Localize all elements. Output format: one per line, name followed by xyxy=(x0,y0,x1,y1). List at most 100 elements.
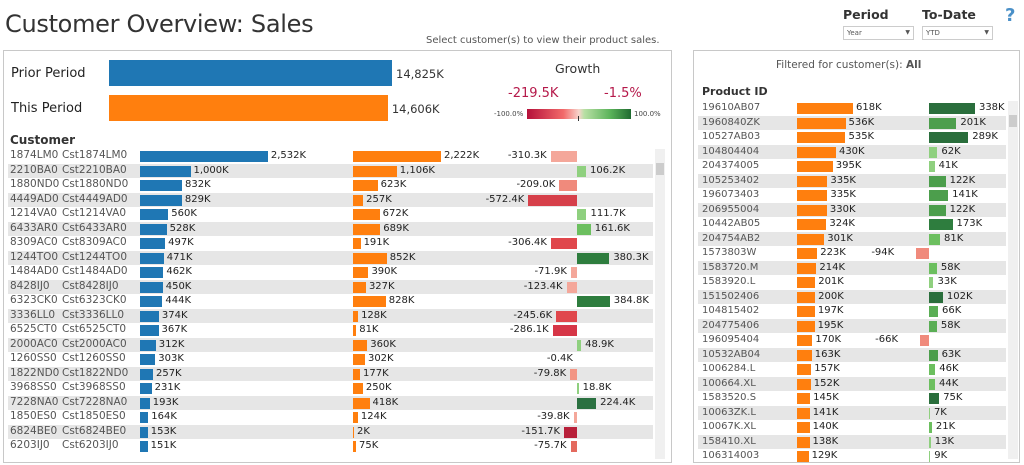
prior-value: 193K xyxy=(152,396,179,408)
current-value: 672K xyxy=(382,208,409,219)
product-row[interactable]: 1583520.S 145K 75K xyxy=(0,391,1006,406)
growth-value: 41K xyxy=(938,160,958,171)
customer-row[interactable]: 7228NA0 Cst7228NA0 193K 418K 224.4K xyxy=(0,396,652,411)
customer-row[interactable]: 1484AD0 Cst1484AD0 462K 390K -71.9K xyxy=(0,265,652,280)
growth-bar xyxy=(929,320,937,332)
customer-row[interactable]: 1214VA0 Cst1214VA0 560K 672K 111.7K xyxy=(0,207,652,222)
product-row[interactable]: 206955004 330K 122K xyxy=(0,203,1006,218)
prior-value: 312K xyxy=(158,338,185,350)
sales-value: 223K xyxy=(820,247,846,258)
customer-row[interactable]: 8428IJ0 Cst8428IJ0 450K 327K -123.4K xyxy=(0,280,652,295)
prior-bar xyxy=(140,223,167,235)
sales-bar xyxy=(797,161,833,172)
growth-value: 384.8K xyxy=(613,295,649,306)
product-row[interactable]: 10067K.XL 140K 21K xyxy=(0,420,1006,435)
customer-row[interactable]: 1244TO0 Cst1244TO0 471K 852K 380.3K xyxy=(0,251,652,266)
product-id: 158410.XL xyxy=(702,435,756,447)
product-row[interactable]: 10532AB04 163K 63K xyxy=(0,348,1006,363)
product-row[interactable]: 204775406 195K 58K xyxy=(0,319,1006,334)
product-row[interactable]: 1960840ZK 536K 201K xyxy=(0,116,1006,131)
growth-absolute: -219.5K xyxy=(508,86,559,101)
growth-bar xyxy=(929,277,934,288)
product-id: 204374005 xyxy=(702,160,760,171)
customer-row[interactable]: 3968SS0 Cst3968SS0 231K 250K 18.8K xyxy=(0,381,652,396)
growth-value: 9K xyxy=(934,450,948,461)
customer-row[interactable]: 6203IJ0 Cst6203IJ0 151K 75K -75.7K xyxy=(0,439,652,454)
customer-row[interactable]: 1260SS0 Cst1260SS0 303K 302K -0.4K xyxy=(0,352,652,367)
prior-value: 1,000K xyxy=(193,164,229,176)
growth-value: 122K xyxy=(949,203,976,215)
current-bar xyxy=(353,252,387,264)
growth-value: 18.8K xyxy=(582,382,612,393)
customer-name: Cst1880ND0 xyxy=(62,178,129,190)
current-value: 360K xyxy=(370,338,396,350)
customer-row[interactable]: 6323CK0 Cst6323CK0 444K 828K 384.8K xyxy=(0,294,652,309)
prior-bar xyxy=(140,310,159,322)
customer-row[interactable]: 6525CT0 Cst6525CT0 367K 81K -286.1K xyxy=(0,323,652,338)
product-row[interactable]: 104815402 197K 66K xyxy=(0,304,1006,319)
period-dropdown[interactable]: Year ▼ xyxy=(843,26,914,40)
product-row[interactable]: 100664.XL 152K 44K xyxy=(0,377,1006,392)
current-bar xyxy=(353,180,378,191)
product-row[interactable]: 10442AB05 324K 173K xyxy=(0,217,1006,232)
product-row[interactable]: 106314003 129K 9K xyxy=(0,449,1006,464)
customer-row[interactable]: 1874LM0 Cst1874LM0 2,532K 2,222K -310.3K xyxy=(0,149,652,164)
product-row[interactable]: 105253402 335K 122K xyxy=(0,174,1006,189)
customer-row[interactable]: 1880ND0 Cst1880ND0 832K 623K -209.0K xyxy=(0,178,652,193)
growth-value: 106.2K xyxy=(590,164,626,176)
growth-value: 111.7K xyxy=(590,208,626,219)
help-icon[interactable]: ? xyxy=(1005,5,1016,26)
product-row[interactable]: 204754AB2 301K 81K xyxy=(0,232,1006,247)
growth-bar xyxy=(929,393,940,404)
product-row[interactable]: 151502406 200K 102K xyxy=(0,290,1006,305)
prior-bar xyxy=(140,426,148,438)
to-date-dropdown[interactable]: YTD ▼ xyxy=(922,26,993,40)
sales-bar xyxy=(797,436,810,448)
growth-bar xyxy=(929,132,969,143)
customer-scrollbar[interactable] xyxy=(655,149,665,459)
prior-period-label: Prior Period xyxy=(11,66,86,81)
prior-value: 471K xyxy=(166,251,193,263)
growth-value: 46K xyxy=(939,363,959,374)
customer-id: 3968SS0 xyxy=(10,381,57,393)
product-row[interactable]: 196073403 335K 141K xyxy=(0,188,1006,203)
growth-bar xyxy=(577,209,587,220)
customer-row[interactable]: 1822ND0 Cst1822ND0 257K 177K -79.8K xyxy=(0,367,652,382)
growth-bar xyxy=(929,262,937,274)
product-row[interactable]: 204374005 395K 41K xyxy=(0,159,1006,174)
this-period-bar xyxy=(109,95,388,121)
product-row[interactable]: 158410.XL 138K 13K xyxy=(0,435,1006,450)
customer-row[interactable]: 8309AC0 Cst8309AC0 497K 191K -306.4K xyxy=(0,236,652,251)
growth-value: 161.6K xyxy=(594,222,630,234)
product-row[interactable]: 19610AB07 618K 338K xyxy=(0,101,1006,116)
row-band xyxy=(8,424,653,439)
growth-bar xyxy=(929,204,946,216)
product-row[interactable]: 10527AB03 535K 289K xyxy=(0,130,1006,145)
customer-row[interactable]: 4449AD0 Cst4449AD0 829K 257K -572.4K xyxy=(0,193,652,208)
current-bar xyxy=(353,441,356,452)
customer-row[interactable]: 6824BE0 Cst6824BE0 153K 2K -151.7K xyxy=(0,425,652,440)
customer-row[interactable]: 1850ES0 Cst1850ES0 164K 124K -39.8K xyxy=(0,410,652,425)
scroll-thumb[interactable] xyxy=(656,163,664,175)
customer-id: 2210BA0 xyxy=(10,163,58,176)
sales-bar xyxy=(797,175,828,187)
customer-id: 1244TO0 xyxy=(10,250,59,263)
product-row[interactable]: 196095404 170K -66K xyxy=(0,333,1006,348)
growth-bar xyxy=(929,422,932,433)
customer-row[interactable]: 3336LL0 Cst3336LL0 374K 128K -245.6K xyxy=(0,309,652,324)
customer-row[interactable]: 2000AC0 Cst2000AC0 312K 360K 48.9K xyxy=(0,338,652,353)
customer-row[interactable]: 6433AR0 Cst6433AR0 528K 689K 161.6K xyxy=(0,222,652,237)
current-value: 828K xyxy=(388,295,415,306)
product-row[interactable]: 104804404 430K 62K xyxy=(0,145,1006,160)
growth-bar xyxy=(559,180,577,191)
product-row[interactable]: 1583720.M 214K 58K xyxy=(0,261,1006,276)
customer-row[interactable]: 2210BA0 Cst2210BA0 1,000K 1,106K 106.2K xyxy=(0,164,652,179)
product-row[interactable]: 1573803W 223K -94K xyxy=(0,246,1006,261)
product-scrollbar[interactable] xyxy=(1008,101,1018,459)
scroll-thumb[interactable] xyxy=(1009,115,1017,127)
product-row[interactable]: 1583920.L 201K 33K xyxy=(0,275,1006,290)
product-row[interactable]: 1006284.L 157K 46K xyxy=(0,362,1006,377)
sales-value: 618K xyxy=(855,102,882,113)
product-row[interactable]: 10063ZK.L 141K 7K xyxy=(0,406,1006,421)
customer-name: Cst2210BA0 xyxy=(62,163,127,176)
